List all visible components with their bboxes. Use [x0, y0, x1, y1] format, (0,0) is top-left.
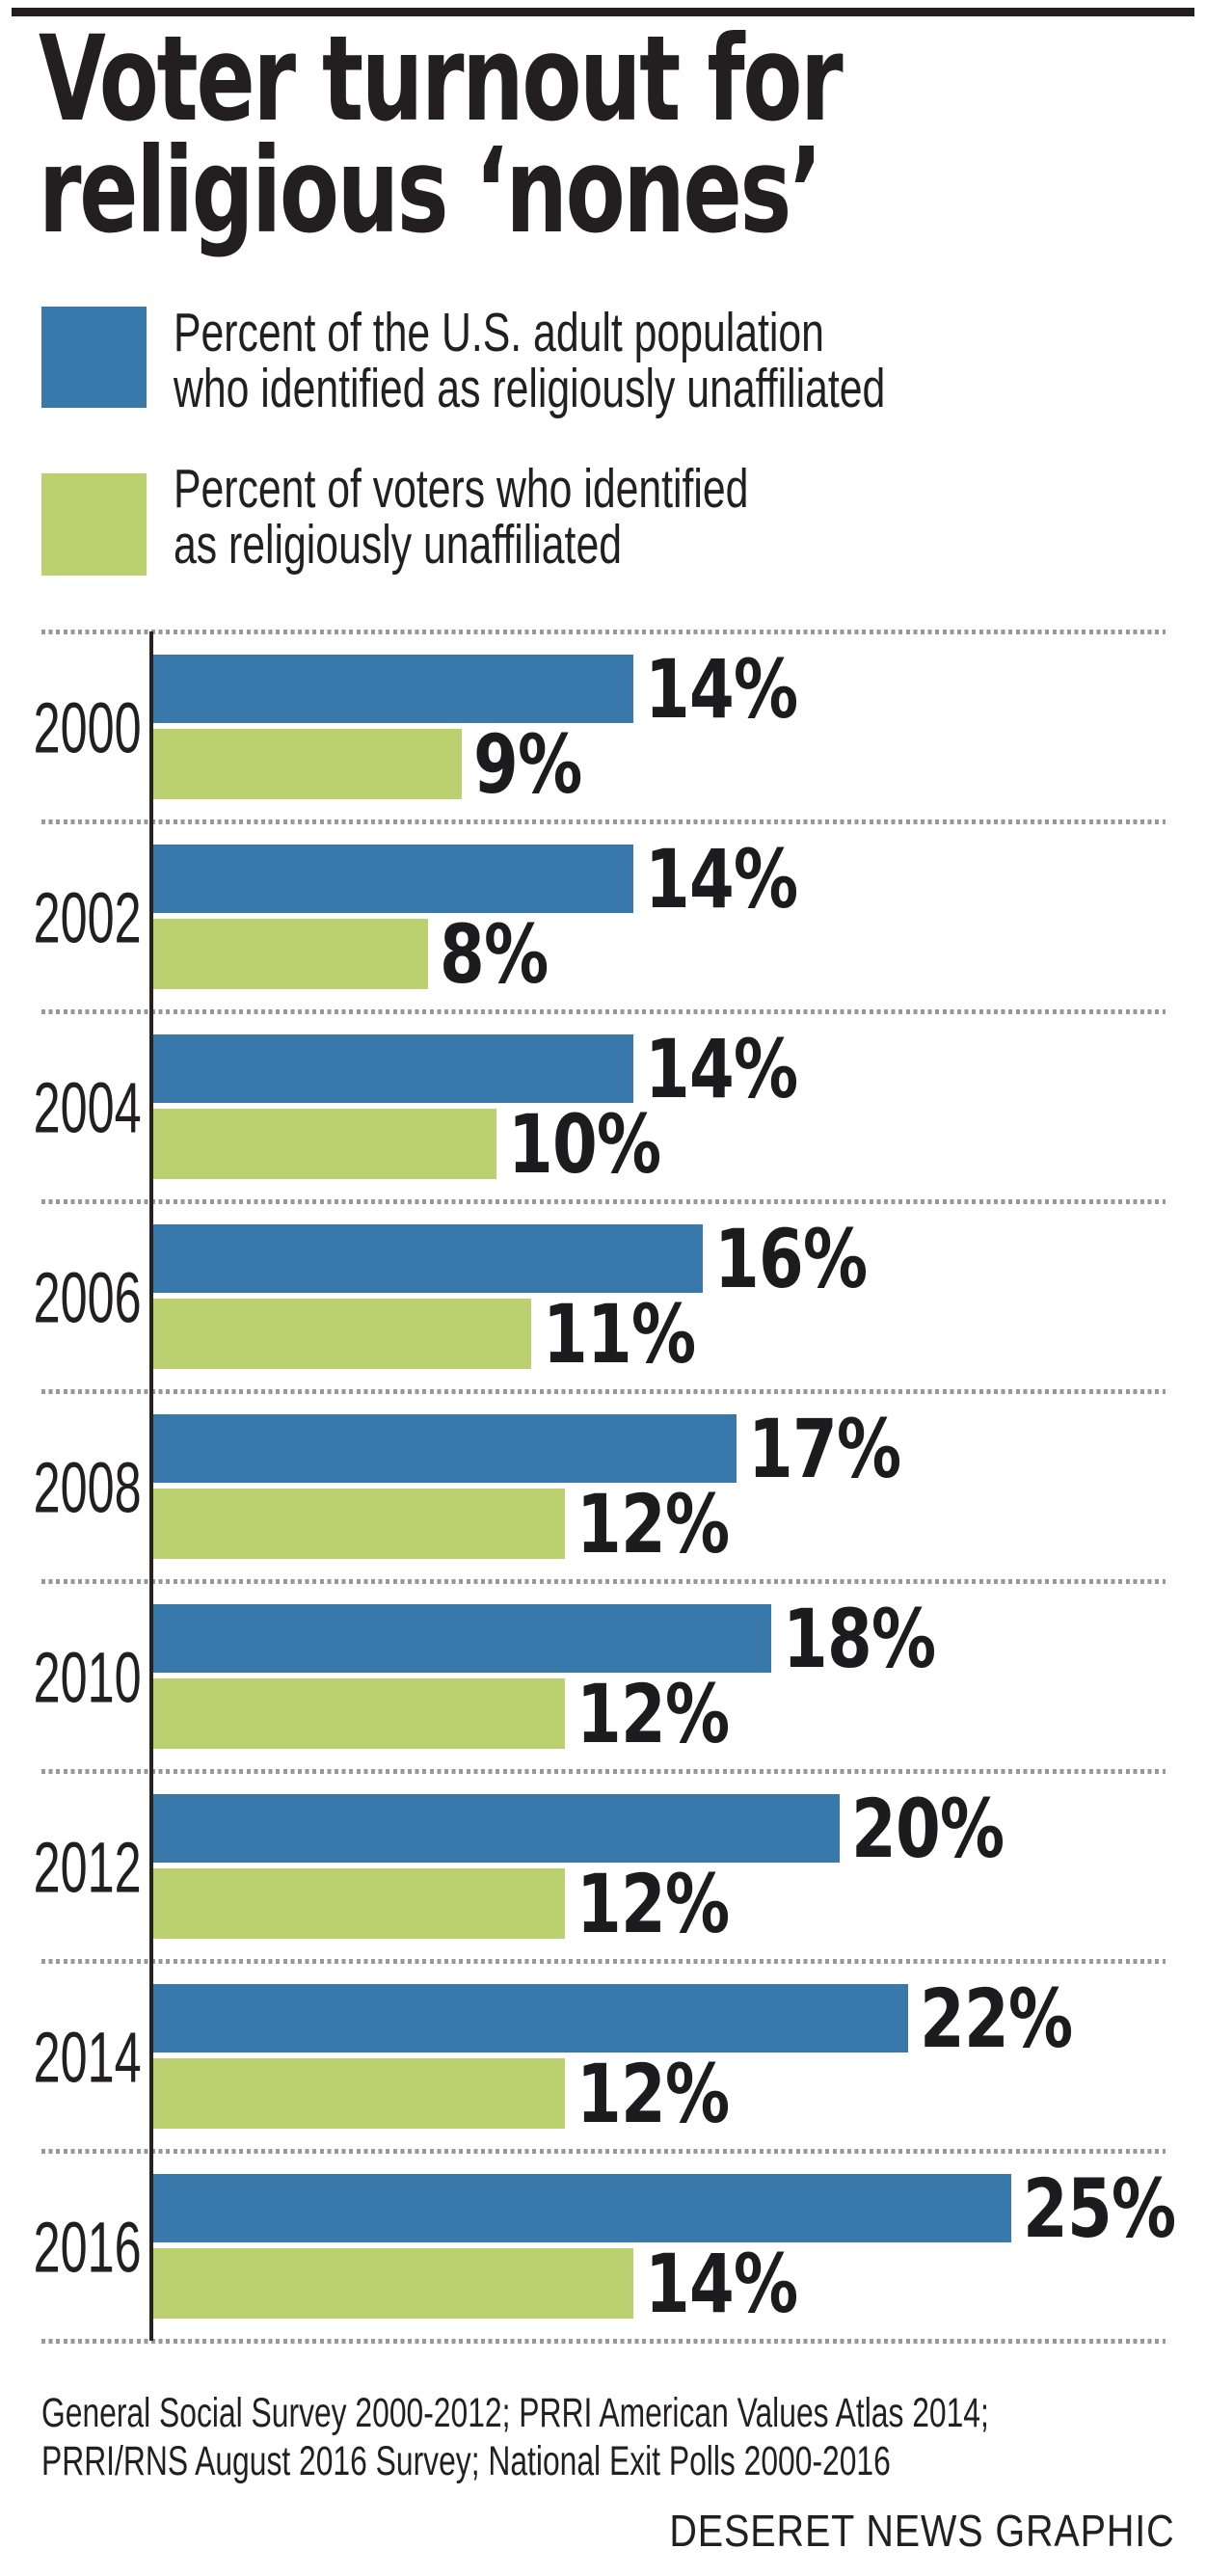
row-separator: [41, 1959, 1166, 1964]
source-note: General Social Survey 2000-2012; PRRI Am…: [41, 2389, 989, 2485]
year-label: 2010: [34, 1637, 142, 1718]
voters-value-label: 11%: [542, 1287, 696, 1382]
row-separator: [41, 2149, 1166, 2154]
axis-line: [149, 631, 153, 2341]
voters-value-label: 14%: [645, 2237, 798, 2331]
legend-label-population-line1: Percent of the U.S. adult population: [174, 302, 824, 363]
row-separator: [41, 630, 1166, 634]
row-separator: [41, 819, 1166, 824]
row-separator: [41, 1579, 1166, 1584]
year-label: 2014: [34, 2017, 142, 2098]
population-value-label: 14%: [645, 832, 798, 926]
page-title-line1: Voter turnout for: [39, 11, 844, 148]
population-value-label: 18%: [782, 1592, 936, 1686]
voters-bar: [153, 1109, 496, 1179]
voters-value-label: 12%: [576, 1667, 730, 1761]
voters-bar: [153, 1489, 566, 1559]
year-label: 2012: [34, 1827, 142, 1908]
row-separator: [41, 1769, 1166, 1774]
row-separator: [41, 1389, 1166, 1394]
row-separator: [41, 1009, 1166, 1014]
year-label: 2008: [34, 1447, 142, 1528]
voters-value-label: 9%: [473, 717, 582, 812]
voters-bar: [153, 1678, 566, 1749]
population-value-label: 25%: [1023, 2161, 1176, 2256]
population-bar: [153, 845, 634, 913]
year-label: 2000: [34, 687, 142, 768]
credit-line: DESERET NEWS GRAPHIC: [669, 2506, 1175, 2556]
population-bar: [153, 1224, 703, 1293]
row-separator: [41, 1199, 1166, 1204]
voters-value-label: 12%: [576, 1857, 730, 1951]
year-label: 2016: [34, 2207, 142, 2288]
voters-bar: [153, 1299, 531, 1369]
source-note-line2: PRRI/RNS August 2016 Survey; National Ex…: [41, 2438, 891, 2484]
voters-value-label: 10%: [508, 1097, 661, 1192]
page-title-line2: religious ‘nones’: [39, 122, 822, 259]
population-value-label: 20%: [851, 1782, 1005, 1876]
legend-label-voters: Percent of voters who identified as reli…: [174, 461, 748, 573]
population-value-label: 22%: [920, 1972, 1073, 2066]
legend-swatch-voters: [41, 473, 147, 576]
voters-bar: [153, 1868, 566, 1939]
legend-swatch-population: [41, 307, 147, 408]
population-bar: [153, 655, 634, 723]
legend-label-voters-line1: Percent of voters who identified: [174, 458, 749, 520]
row-separator: [41, 2339, 1166, 2344]
population-bar: [153, 1034, 634, 1103]
voters-value-label: 12%: [576, 2047, 730, 2141]
page-title: Voter turnout for religious ‘nones’: [39, 11, 844, 259]
population-bar: [153, 2174, 1011, 2242]
legend-label-population: Percent of the U.S. adult population who…: [174, 305, 885, 416]
voters-bar: [153, 919, 428, 989]
population-value-label: 17%: [748, 1402, 901, 1496]
top-rule: [12, 8, 1194, 16]
population-bar: [153, 1604, 771, 1673]
population-value-label: 16%: [713, 1212, 868, 1306]
legend-label-voters-line2: as religiously unaffiliated: [174, 514, 622, 576]
voters-bar: [153, 2058, 566, 2129]
population-bar: [153, 1794, 840, 1863]
year-label: 2002: [34, 877, 142, 958]
population-value-label: 14%: [645, 1022, 798, 1116]
voters-value-label: 8%: [439, 907, 549, 1002]
population-bar: [153, 1414, 737, 1483]
legend-label-population-line2: who identified as religiously unaffiliat…: [174, 358, 886, 419]
voters-bar: [153, 2248, 634, 2319]
population-bar: [153, 1984, 909, 2053]
year-label: 2006: [34, 1257, 142, 1338]
source-note-line1: General Social Survey 2000-2012; PRRI Am…: [41, 2390, 989, 2436]
voters-value-label: 12%: [576, 1477, 730, 1571]
year-label: 2004: [34, 1067, 142, 1148]
voters-bar: [153, 729, 463, 799]
population-value-label: 14%: [645, 642, 798, 737]
